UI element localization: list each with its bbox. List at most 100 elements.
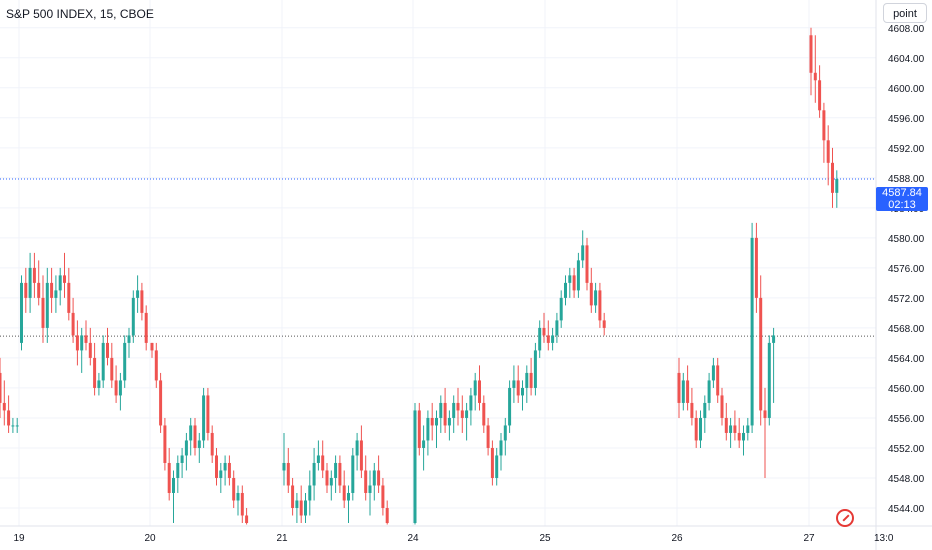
time-axis[interactable]: 19 20 21 24 25 26 27 13:0: [0, 525, 932, 544]
candle: [542, 312, 546, 343]
candle: [88, 327, 92, 366]
candle: [304, 492, 307, 523]
candle: [737, 417, 741, 448]
price-tick-label: 4560.00: [888, 384, 925, 395]
candle: [58, 267, 62, 306]
candle: [742, 425, 745, 456]
candle: [759, 275, 763, 426]
candle-body: [41, 297, 45, 328]
candle: [818, 65, 822, 118]
candle: [2, 380, 6, 426]
candle: [733, 410, 737, 441]
candle: [140, 282, 144, 321]
candle-body: [140, 290, 144, 313]
candle: [763, 387, 767, 478]
candle: [180, 447, 184, 478]
candle: [308, 470, 312, 516]
candles: [0, 27, 839, 525]
candle-body: [529, 372, 533, 388]
candle: [822, 102, 826, 163]
candle-body: [703, 402, 707, 418]
candle: [291, 477, 295, 516]
candle: [581, 230, 585, 268]
candle-body: [240, 492, 244, 516]
price-axis[interactable]: 4544.00 4548.00 4552.00 4556.00 4560.00 4564.…: [875, 0, 925, 550]
candle: [677, 357, 681, 418]
candle-body: [54, 290, 58, 298]
candle: [347, 485, 350, 523]
candle: [555, 312, 559, 343]
price-tick-label: 4552.00: [888, 444, 925, 455]
candle: [456, 387, 460, 426]
candle: [831, 147, 834, 208]
candle-body: [351, 455, 355, 493]
candle-body: [516, 380, 520, 396]
tradingview-logo-icon[interactable]: [836, 509, 854, 527]
candle-body: [681, 380, 685, 403]
candle-body: [291, 485, 295, 508]
candle: [106, 327, 109, 366]
candle: [71, 297, 75, 343]
candle: [460, 395, 464, 433]
candle: [189, 417, 193, 456]
candle-body: [503, 425, 507, 441]
candle-body: [24, 282, 28, 298]
candle: [372, 462, 376, 501]
candle: [84, 320, 88, 351]
candle-body: [32, 267, 36, 283]
candle-body: [136, 290, 140, 298]
candle-body: [430, 417, 434, 426]
candle-body: [219, 470, 223, 478]
candle-body: [413, 410, 417, 523]
candle-body: [172, 477, 175, 493]
candle: [508, 380, 512, 433]
candle-body: [568, 275, 572, 283]
candle: [482, 395, 486, 433]
candle-body: [538, 327, 542, 351]
candle: [465, 402, 469, 441]
candle: [172, 470, 175, 523]
candle: [223, 455, 227, 486]
candle-body: [750, 237, 754, 426]
candle: [377, 455, 381, 493]
candle: [299, 485, 303, 523]
candle-body: [106, 342, 109, 358]
time-tick-label: 13:0: [874, 533, 894, 544]
candle: [236, 485, 240, 516]
last-price-value: 4587.84: [882, 187, 922, 199]
candle: [503, 417, 507, 456]
candle-body: [123, 342, 127, 381]
candle-body: [767, 342, 771, 418]
candle: [163, 417, 167, 471]
candle: [594, 282, 598, 313]
candle-body: [555, 320, 559, 336]
candle: [694, 410, 698, 448]
candle-body: [93, 357, 97, 388]
candle-body: [110, 357, 114, 381]
candle-body: [478, 380, 481, 403]
candle: [206, 387, 210, 441]
candle: [80, 327, 84, 373]
time-tick-label: 25: [539, 533, 551, 544]
candle-body: [598, 290, 602, 321]
candle: [50, 267, 54, 313]
candle-body: [754, 237, 758, 298]
candle-body: [822, 110, 826, 141]
candle: [295, 492, 299, 523]
candle-body: [163, 425, 167, 463]
candle: [426, 410, 430, 456]
candle: [495, 447, 499, 486]
candle-body: [312, 462, 316, 486]
candle-body: [167, 462, 171, 493]
time-tick-label: 19: [13, 533, 25, 544]
candle-body: [2, 402, 6, 411]
candle: [443, 387, 447, 433]
candle: [835, 170, 839, 208]
candle-body: [20, 282, 23, 343]
candle: [516, 365, 520, 403]
candle: [699, 410, 702, 448]
point-scale-button[interactable]: point: [883, 3, 927, 23]
candle-body: [28, 267, 32, 298]
candle-body: [499, 440, 503, 456]
